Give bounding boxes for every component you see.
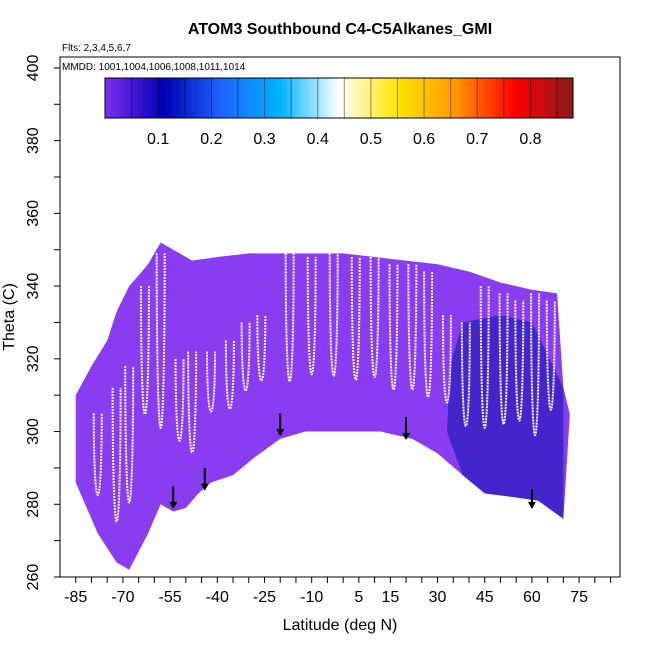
colorbar-tick-label: 0.6	[413, 131, 435, 148]
y-axis: 260 280 300 320 340 360 380 400	[25, 54, 60, 590]
flights-label: Flts: 2,3,4,5,6,7	[62, 43, 131, 54]
flight-track	[514, 300, 525, 422]
colorbar-tick-label: 0.4	[307, 131, 329, 148]
flight-track	[284, 253, 295, 383]
colorbar-tick-label: 0.1	[147, 131, 169, 148]
colorbar-gradient	[104, 77, 574, 119]
x-tick-label: -55	[159, 589, 182, 606]
y-axis-label: Theta (C)	[1, 283, 18, 351]
flight-track	[306, 256, 317, 376]
colorbar-tick-label: 0.3	[253, 131, 275, 148]
colorbar-tick-label: 0.7	[466, 131, 488, 148]
x-tick-label: 5	[354, 589, 363, 606]
flight-track	[240, 322, 251, 392]
flight-track	[498, 293, 509, 425]
flight-track	[328, 253, 339, 377]
x-tick-label: 15	[381, 589, 399, 606]
x-tick-label: -10	[300, 589, 323, 606]
flight-track	[224, 340, 235, 410]
y-tick-label: 340	[25, 273, 42, 300]
flight-track	[460, 322, 471, 427]
flight-track	[174, 358, 185, 442]
x-tick-label: -85	[64, 589, 87, 606]
x-axis-label: Latitude (deg N)	[283, 617, 398, 634]
flight-track	[92, 413, 103, 497]
colorbar-ticks: 0.1 0.2 0.3 0.4 0.5 0.6 0.7 0.8	[147, 131, 542, 148]
flight-track	[479, 286, 490, 429]
x-tick-label: -40	[206, 589, 229, 606]
arrow-head	[169, 501, 178, 509]
flight-track-layer	[92, 253, 556, 523]
y-tick-label: 380	[25, 127, 42, 154]
flight-track	[530, 293, 541, 437]
arrow-head	[402, 432, 411, 440]
x-tick-label: -25	[253, 589, 276, 606]
y-tick-label: 320	[25, 345, 42, 372]
arrow-head	[527, 501, 536, 509]
flight-track	[423, 271, 434, 398]
colorbar: 0.1 0.2 0.3 0.4 0.5 0.6 0.7 0.8	[104, 77, 574, 148]
x-tick-label: 45	[476, 589, 494, 606]
y-tick-label: 360	[25, 200, 42, 227]
mmdd-label: MMDD: 1001,1004,1006,1008,1011,1014	[62, 62, 246, 73]
x-tick-label: 60	[523, 589, 541, 606]
data-field-area	[75, 242, 570, 570]
flight-track	[139, 286, 150, 415]
x-tick-label: 30	[429, 589, 447, 606]
colorbar-tick-label: 0.5	[360, 131, 382, 148]
y-tick-label: 280	[25, 491, 42, 518]
x-tick-label: -70	[111, 589, 134, 606]
x-tick-label: 75	[570, 589, 588, 606]
arrow-head	[276, 429, 285, 437]
colorbar-grid	[131, 78, 558, 118]
chart-title: ATOM3 Southbound C4-C5Alkanes_GMI	[188, 21, 492, 38]
y-tick-label: 260	[25, 564, 42, 591]
colorbar-tick-label: 0.8	[519, 131, 541, 148]
flight-track	[206, 351, 217, 413]
flight-track	[545, 300, 556, 411]
flight-track	[388, 264, 399, 391]
arrow-layer	[169, 413, 536, 509]
flight-track	[111, 387, 122, 523]
flight-track	[441, 315, 452, 404]
flight-track	[124, 366, 135, 504]
arrow-head	[200, 483, 209, 491]
flight-track	[369, 256, 380, 378]
flight-track	[256, 315, 267, 382]
flight-track	[407, 264, 418, 391]
flight-track	[155, 253, 166, 429]
x-axis: -85 -70 -55 -40 -25 -10 5 15 30 45 60 75	[64, 577, 612, 606]
y-tick-label: 300	[25, 418, 42, 445]
flight-track	[187, 351, 198, 454]
colorbar-tick-label: 0.2	[200, 131, 222, 148]
y-tick-label: 400	[25, 54, 42, 81]
flight-track	[350, 256, 361, 381]
plot-area	[59, 56, 621, 578]
